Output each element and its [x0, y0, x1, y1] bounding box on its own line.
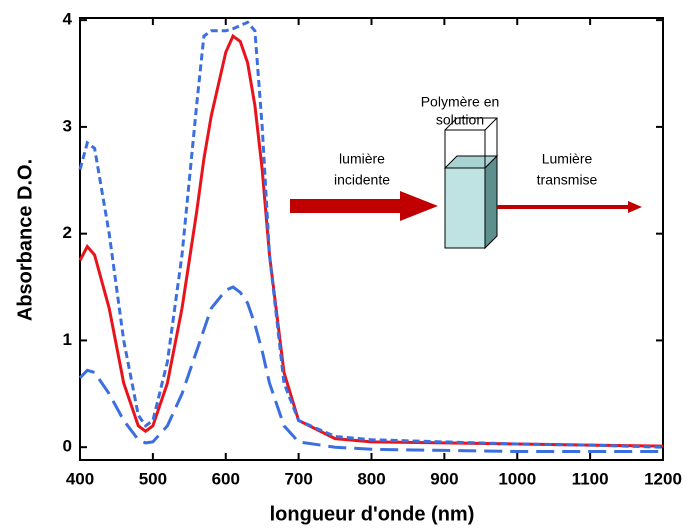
x-tick-label: 1100: [572, 469, 609, 488]
transmitted-arrow: [497, 201, 642, 213]
x-axis-label: longueur d'onde (nm): [270, 503, 475, 525]
annotation: solution: [436, 112, 484, 128]
x-tick-label: 1000: [498, 469, 536, 488]
series-line: [78, 285, 663, 453]
annotation: lumière: [339, 151, 385, 167]
annotation: Polymère en: [421, 94, 500, 110]
x-tick-label: 1200: [644, 469, 682, 488]
x-tick-label: 700: [284, 469, 312, 488]
x-tick-label: 800: [357, 469, 385, 488]
x-tick-label: 600: [212, 469, 240, 488]
series-line: [78, 33, 664, 448]
incident-arrow: [290, 191, 438, 221]
x-tick-label: 900: [430, 469, 458, 488]
annotation: incidente: [334, 172, 390, 188]
x-tick-label: 500: [139, 469, 167, 488]
y-axis-label: Absorbance D.O.: [14, 159, 36, 321]
annotation: transmise: [537, 172, 598, 188]
y-tick-label: 2: [63, 223, 72, 242]
y-tick-label: 3: [63, 116, 72, 135]
y-tick-label: 4: [63, 10, 73, 29]
series-line: [78, 20, 664, 449]
y-tick-label: 1: [63, 330, 72, 349]
x-tick-label: 400: [66, 469, 94, 488]
y-tick-label: 0: [63, 437, 72, 456]
cuvette: [443, 117, 499, 250]
plot-frame: [79, 17, 664, 461]
annotation: Lumière: [542, 151, 593, 167]
